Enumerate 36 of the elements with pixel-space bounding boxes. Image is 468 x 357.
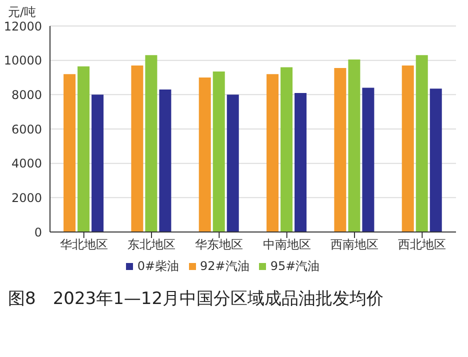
bar [430,88,442,232]
y-tick-label: 8000 [11,88,42,102]
legend-label: 0#柴油 [137,259,180,273]
bar [402,65,414,232]
bar [362,88,374,232]
bar [64,74,76,232]
bar [416,55,428,232]
y-tick-label: 2000 [11,190,42,205]
y-tick-label: 10000 [4,54,42,68]
y-tick-label: 6000 [11,122,42,136]
x-tick-label: 西北地区 [398,238,446,252]
bar [226,94,239,232]
bar [294,92,307,232]
bar [212,71,225,232]
x-tick-label: 华北地区 [60,238,108,252]
y-tick-label: 4000 [11,156,42,171]
bar [348,59,360,232]
bar [78,66,90,232]
bar [198,78,211,232]
y-tick-label: 0 [34,225,42,240]
legend-label: 92#汽油 [200,259,250,273]
x-tick-label: 中南地区 [262,238,311,252]
y-axis-title: 元/吨 [8,4,36,21]
y-tick-label: 12000 [4,19,42,34]
bar [145,55,158,232]
x-tick-label: 东北地区 [128,238,176,252]
bar [280,67,293,232]
bar [92,94,104,232]
legend-label: 95#汽油 [270,259,320,273]
text: 图8 2023年1—12月中国分区域成品油批发均价 [8,288,384,310]
x-tick-label: 西南地区 [330,238,378,252]
bar [334,68,346,232]
bar [266,74,279,232]
bar [131,65,144,232]
bar [159,90,172,232]
x-tick-label: 华东地区 [195,238,244,252]
